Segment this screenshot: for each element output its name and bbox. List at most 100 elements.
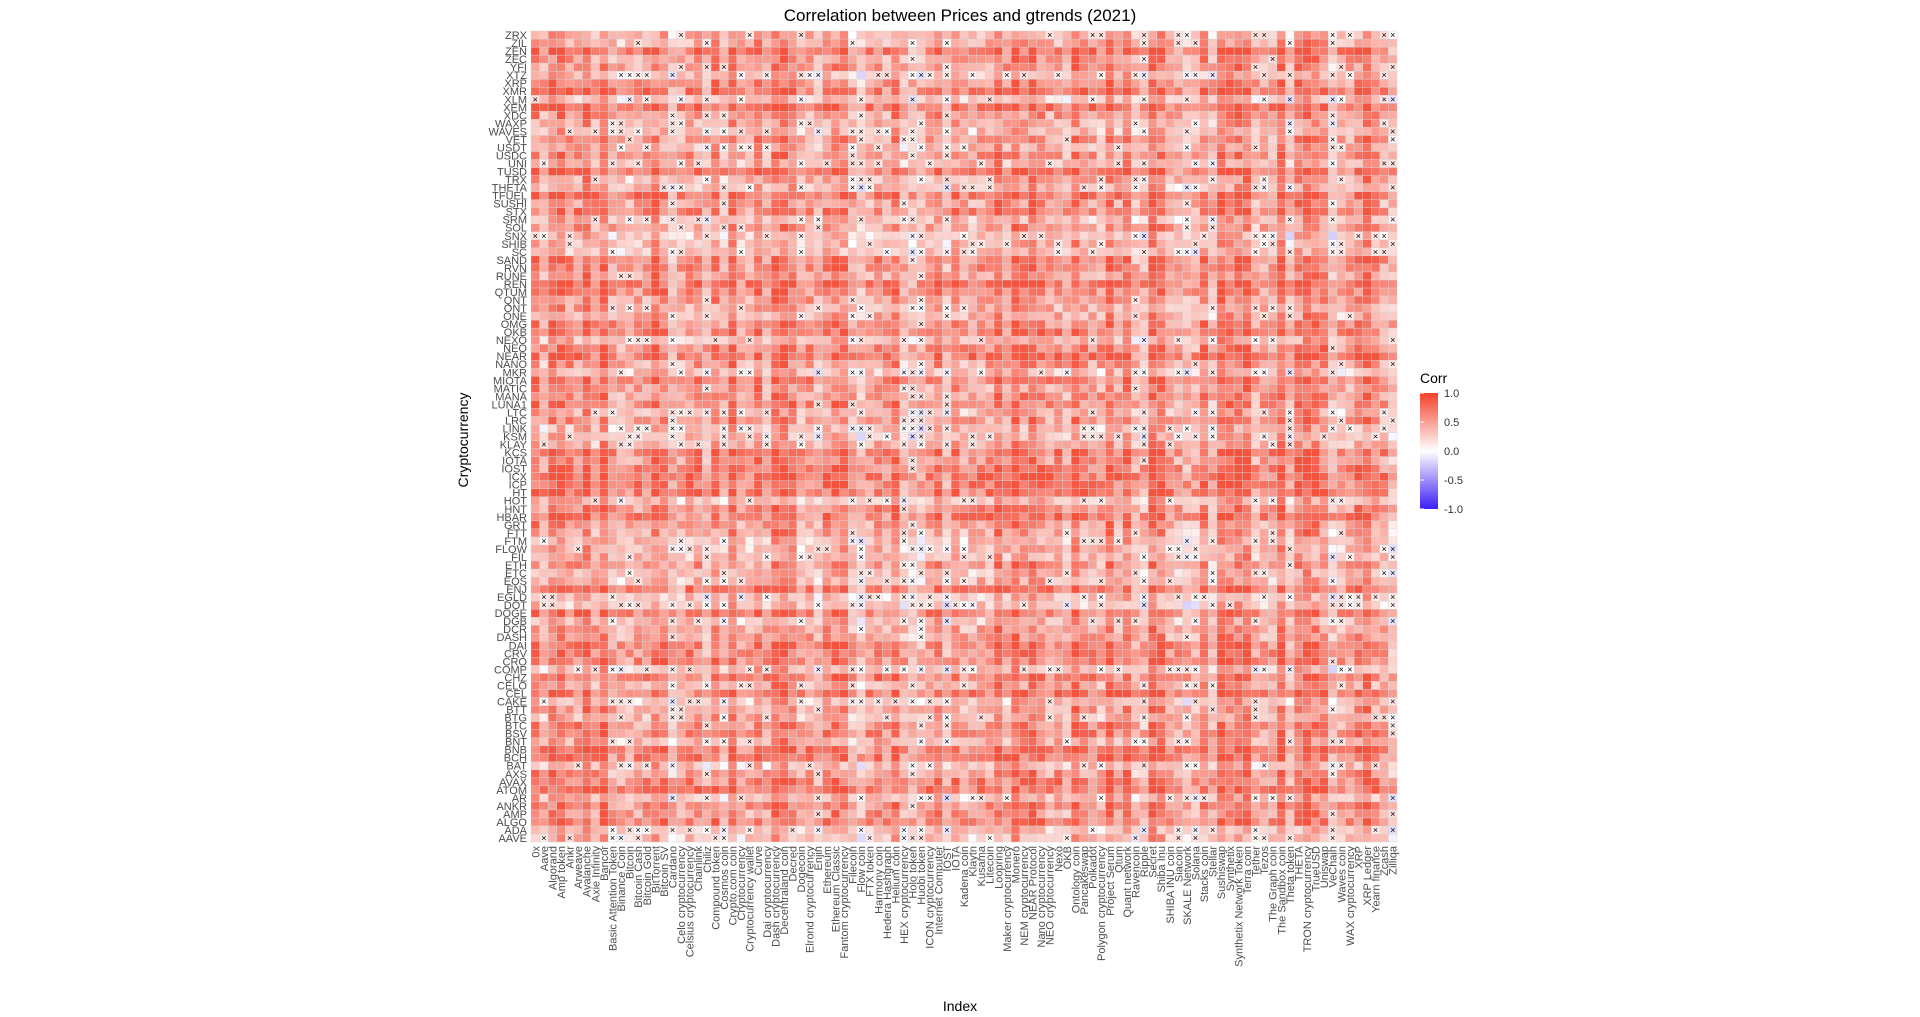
heatmap-cell (1336, 536, 1346, 546)
heatmap-cell (976, 584, 986, 594)
heatmap-cell (1225, 576, 1235, 586)
heatmap-cell (1002, 576, 1012, 586)
heatmap-cell (736, 480, 746, 489)
heatmap-cell (1242, 528, 1252, 538)
heatmap-cell (1371, 608, 1381, 618)
heatmap-cell (959, 729, 969, 738)
heatmap-cell (1148, 568, 1158, 578)
heatmap-cell (1225, 560, 1235, 570)
heatmap-cell (1045, 544, 1055, 554)
heatmap-cell (1302, 600, 1312, 610)
heatmap-cell (1208, 793, 1218, 803)
heatmap-cell (830, 584, 840, 594)
heatmap-cell (1028, 681, 1038, 690)
heatmap-cell (633, 544, 643, 554)
heatmap-cell (813, 488, 823, 497)
heatmap-cell (848, 440, 858, 449)
heatmap-cell (736, 817, 746, 827)
heatmap-cell (1062, 793, 1072, 803)
heatmap-cell (1199, 496, 1209, 505)
heatmap-cell (590, 504, 600, 513)
heatmap-cell (1053, 633, 1063, 642)
heatmap-cell (959, 785, 969, 795)
heatmap-cell (1285, 488, 1295, 497)
heatmap-cell (642, 448, 652, 457)
heatmap-cell (822, 641, 832, 650)
heatmap-cell (1328, 641, 1338, 650)
heatmap-cell (1010, 504, 1020, 513)
heatmap-cell (942, 745, 952, 754)
heatmap-cell (1353, 520, 1363, 530)
heatmap-cell (1208, 809, 1218, 819)
heatmap-cell (607, 705, 617, 714)
heatmap-cell (1319, 729, 1329, 738)
heatmap-cell (1285, 801, 1295, 811)
heatmap-cell (728, 584, 737, 594)
heatmap-cell (779, 809, 789, 819)
heatmap-cell (599, 480, 609, 489)
heatmap-cell (796, 496, 806, 505)
heatmap-cell (1113, 737, 1123, 746)
heatmap-cell (1251, 544, 1261, 554)
heatmap-cell (1053, 737, 1063, 746)
heatmap-cell (556, 809, 566, 819)
heatmap-cell (1379, 681, 1389, 690)
heatmap-cell (1216, 488, 1226, 497)
heatmap-cell (642, 440, 652, 449)
heatmap-cell (959, 809, 969, 819)
heatmap-cell (882, 737, 892, 746)
heatmap-cell (1302, 729, 1312, 738)
heatmap-cell (950, 633, 960, 642)
heatmap-cell (1105, 448, 1115, 457)
heatmap-cell (539, 496, 549, 505)
heatmap-cell (873, 777, 883, 786)
heatmap-cell (1036, 785, 1046, 795)
heatmap-cell (796, 472, 806, 481)
heatmap-cell (1148, 697, 1158, 706)
heatmap-cell (1251, 753, 1261, 762)
heatmap-cell (1002, 520, 1012, 530)
heatmap-cell (1191, 600, 1200, 610)
heatmap-cell (607, 536, 617, 546)
heatmap-cell (1096, 697, 1106, 706)
heatmap-cell (667, 737, 677, 746)
heatmap-cell (659, 697, 669, 706)
heatmap-cell (993, 737, 1003, 746)
heatmap-cell (719, 777, 729, 786)
heatmap-cell (565, 608, 575, 618)
heatmap-cell (1276, 448, 1286, 457)
heatmap-cell (1182, 456, 1192, 465)
heatmap-cell (942, 552, 952, 562)
heatmap-cell (899, 753, 909, 762)
heatmap-cell (1311, 560, 1321, 570)
heatmap-cell (1062, 464, 1072, 473)
heatmap-cell (993, 600, 1003, 610)
heatmap-cell (1182, 576, 1192, 586)
heatmap-cell (1285, 576, 1295, 586)
heatmap-cell (1225, 817, 1235, 827)
heatmap-cell (839, 608, 849, 618)
heatmap-cell (625, 616, 635, 626)
heatmap-cell (625, 536, 635, 546)
heatmap-cell (1113, 472, 1123, 481)
heatmap-cell (607, 600, 617, 610)
heatmap-cell (1259, 536, 1269, 546)
heatmap-cell (1285, 448, 1295, 457)
heatmap-cell (805, 448, 815, 457)
heatmap-cell (1251, 600, 1261, 610)
heatmap-cell (1276, 592, 1286, 602)
heatmap-cell (1208, 761, 1218, 770)
heatmap-cell (1105, 729, 1115, 738)
heatmap-cell (1311, 649, 1321, 658)
heatmap-cell (590, 673, 600, 682)
heatmap-cell (1156, 673, 1166, 682)
heatmap-cell (1028, 576, 1038, 586)
heatmap-cell (968, 472, 978, 481)
heatmap-cell (942, 448, 952, 457)
heatmap-cell (822, 737, 832, 746)
heatmap-cell (968, 721, 978, 730)
heatmap-cell (736, 512, 746, 522)
heatmap-cell (565, 552, 575, 562)
heatmap-cell (1070, 536, 1080, 546)
heatmap-cell (770, 817, 780, 827)
